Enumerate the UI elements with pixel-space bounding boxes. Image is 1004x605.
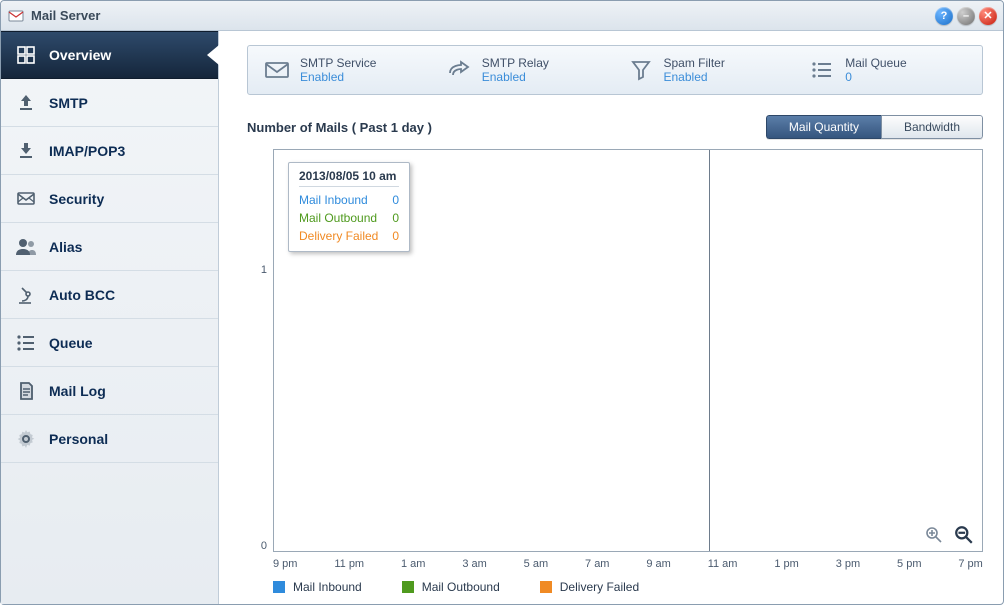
gear-icon xyxy=(15,428,37,450)
main-content: SMTP Service Enabled SMTP Relay Enabled xyxy=(219,31,1003,604)
chart-area: 1 0 2013/08/05 10 am Mail Inbound 0 Mail … xyxy=(247,149,983,594)
tooltip-label: Mail Inbound xyxy=(299,191,368,209)
status-value: Enabled xyxy=(482,70,549,84)
tooltip-value: 0 xyxy=(392,191,399,209)
zoom-in-button[interactable] xyxy=(924,525,944,545)
legend-swatch xyxy=(273,581,285,593)
status-name: SMTP Service xyxy=(300,56,376,70)
status-spam-filter[interactable]: Spam Filter Enabled xyxy=(616,56,798,84)
status-mail-queue[interactable]: Mail Queue 0 xyxy=(797,56,978,84)
sidebar-item-label: Mail Log xyxy=(49,383,106,399)
tooltip-title: 2013/08/05 10 am xyxy=(299,169,399,187)
document-icon xyxy=(15,380,37,402)
sidebar-item-label: IMAP/POP3 xyxy=(49,143,125,159)
status-smtp-service[interactable]: SMTP Service Enabled xyxy=(252,56,434,84)
sidebar: Overview SMTP IMAP/POP3 Security xyxy=(1,31,219,604)
chart-title: Number of Mails ( Past 1 day ) xyxy=(247,120,432,135)
sidebar-item-label: Personal xyxy=(49,431,108,447)
legend-label: Mail Outbound xyxy=(422,580,500,594)
tooltip-value: 0 xyxy=(392,227,399,245)
legend-label: Mail Inbound xyxy=(293,580,362,594)
status-value: Enabled xyxy=(300,70,376,84)
sidebar-item-label: SMTP xyxy=(49,95,88,111)
chart-tooltip: 2013/08/05 10 am Mail Inbound 0 Mail Outb… xyxy=(288,162,410,252)
status-bar: SMTP Service Enabled SMTP Relay Enabled xyxy=(247,45,983,95)
chart-cursor-line xyxy=(709,150,710,551)
x-tick: 9 pm xyxy=(273,558,297,570)
x-tick: 3 am xyxy=(462,558,486,570)
x-tick: 11 pm xyxy=(334,558,364,570)
window-title: Mail Server xyxy=(31,8,100,23)
sidebar-item-alias[interactable]: Alias xyxy=(1,223,218,271)
sidebar-item-overview[interactable]: Overview xyxy=(1,31,218,79)
sidebar-item-label: Security xyxy=(49,191,104,207)
legend-swatch xyxy=(540,581,552,593)
tooltip-value: 0 xyxy=(392,209,399,227)
sidebar-item-label: Alias xyxy=(49,239,82,255)
microscope-icon xyxy=(15,284,37,306)
funnel-icon xyxy=(628,57,654,83)
tab-mail-quantity[interactable]: Mail Quantity xyxy=(766,115,881,139)
list-icon xyxy=(15,332,37,354)
minimize-button[interactable]: – xyxy=(957,7,975,25)
chart-mode-toggle: Mail Quantity Bandwidth xyxy=(766,115,983,139)
sidebar-item-queue[interactable]: Queue xyxy=(1,319,218,367)
x-tick: 1 am xyxy=(401,558,425,570)
shield-icon xyxy=(15,188,37,210)
overview-icon xyxy=(15,44,37,66)
titlebar: Mail Server ? – ✕ xyxy=(1,1,1003,31)
mail-server-window: Mail Server ? – ✕ Overview SMTP xyxy=(0,0,1004,605)
sidebar-item-security[interactable]: Security xyxy=(1,175,218,223)
upload-icon xyxy=(15,92,37,114)
chart-legend: Mail Inbound Mail Outbound Delivery Fail… xyxy=(273,572,983,594)
x-tick: 5 am xyxy=(524,558,548,570)
sidebar-item-imap[interactable]: IMAP/POP3 xyxy=(1,127,218,175)
legend-item: Mail Outbound xyxy=(402,580,500,594)
queue-icon xyxy=(809,57,835,83)
status-name: Spam Filter xyxy=(664,56,725,70)
legend-item: Delivery Failed xyxy=(540,580,639,594)
x-axis: 9 pm 11 pm 1 am 3 am 5 am 7 am 9 am 11 am 1 pm 3 … xyxy=(273,552,983,572)
sidebar-item-smtp[interactable]: SMTP xyxy=(1,79,218,127)
x-tick: 3 pm xyxy=(836,558,860,570)
download-icon xyxy=(15,140,37,162)
sidebar-item-autobcc[interactable]: Auto BCC xyxy=(1,271,218,319)
y-tick: 1 xyxy=(261,264,267,276)
x-tick: 1 pm xyxy=(774,558,798,570)
tooltip-label: Delivery Failed xyxy=(299,227,378,245)
x-tick: 9 am xyxy=(646,558,670,570)
status-value: 0 xyxy=(845,70,906,84)
x-tick: 7 am xyxy=(585,558,609,570)
legend-item: Mail Inbound xyxy=(273,580,362,594)
chart-plot[interactable]: 2013/08/05 10 am Mail Inbound 0 Mail Outb… xyxy=(273,149,983,552)
envelope-icon xyxy=(264,57,290,83)
legend-swatch xyxy=(402,581,414,593)
help-button[interactable]: ? xyxy=(935,7,953,25)
relay-icon xyxy=(446,57,472,83)
x-tick: 5 pm xyxy=(897,558,921,570)
zoom-out-button[interactable] xyxy=(954,525,974,545)
users-icon xyxy=(15,236,37,258)
zoom-controls xyxy=(924,525,974,545)
x-tick: 7 pm xyxy=(958,558,982,570)
sidebar-item-maillog[interactable]: Mail Log xyxy=(1,367,218,415)
sidebar-item-personal[interactable]: Personal xyxy=(1,415,218,463)
status-value: Enabled xyxy=(664,70,725,84)
sidebar-item-label: Auto BCC xyxy=(49,287,115,303)
status-name: SMTP Relay xyxy=(482,56,549,70)
y-axis: 1 0 xyxy=(247,149,273,552)
status-name: Mail Queue xyxy=(845,56,906,70)
close-button[interactable]: ✕ xyxy=(979,7,997,25)
app-icon xyxy=(7,7,25,25)
y-tick: 0 xyxy=(261,540,267,552)
sidebar-item-label: Queue xyxy=(49,335,93,351)
tooltip-label: Mail Outbound xyxy=(299,209,377,227)
x-tick: 11 am xyxy=(708,558,738,570)
tab-bandwidth[interactable]: Bandwidth xyxy=(881,115,983,139)
legend-label: Delivery Failed xyxy=(560,580,639,594)
status-smtp-relay[interactable]: SMTP Relay Enabled xyxy=(434,56,616,84)
sidebar-item-label: Overview xyxy=(49,47,111,63)
